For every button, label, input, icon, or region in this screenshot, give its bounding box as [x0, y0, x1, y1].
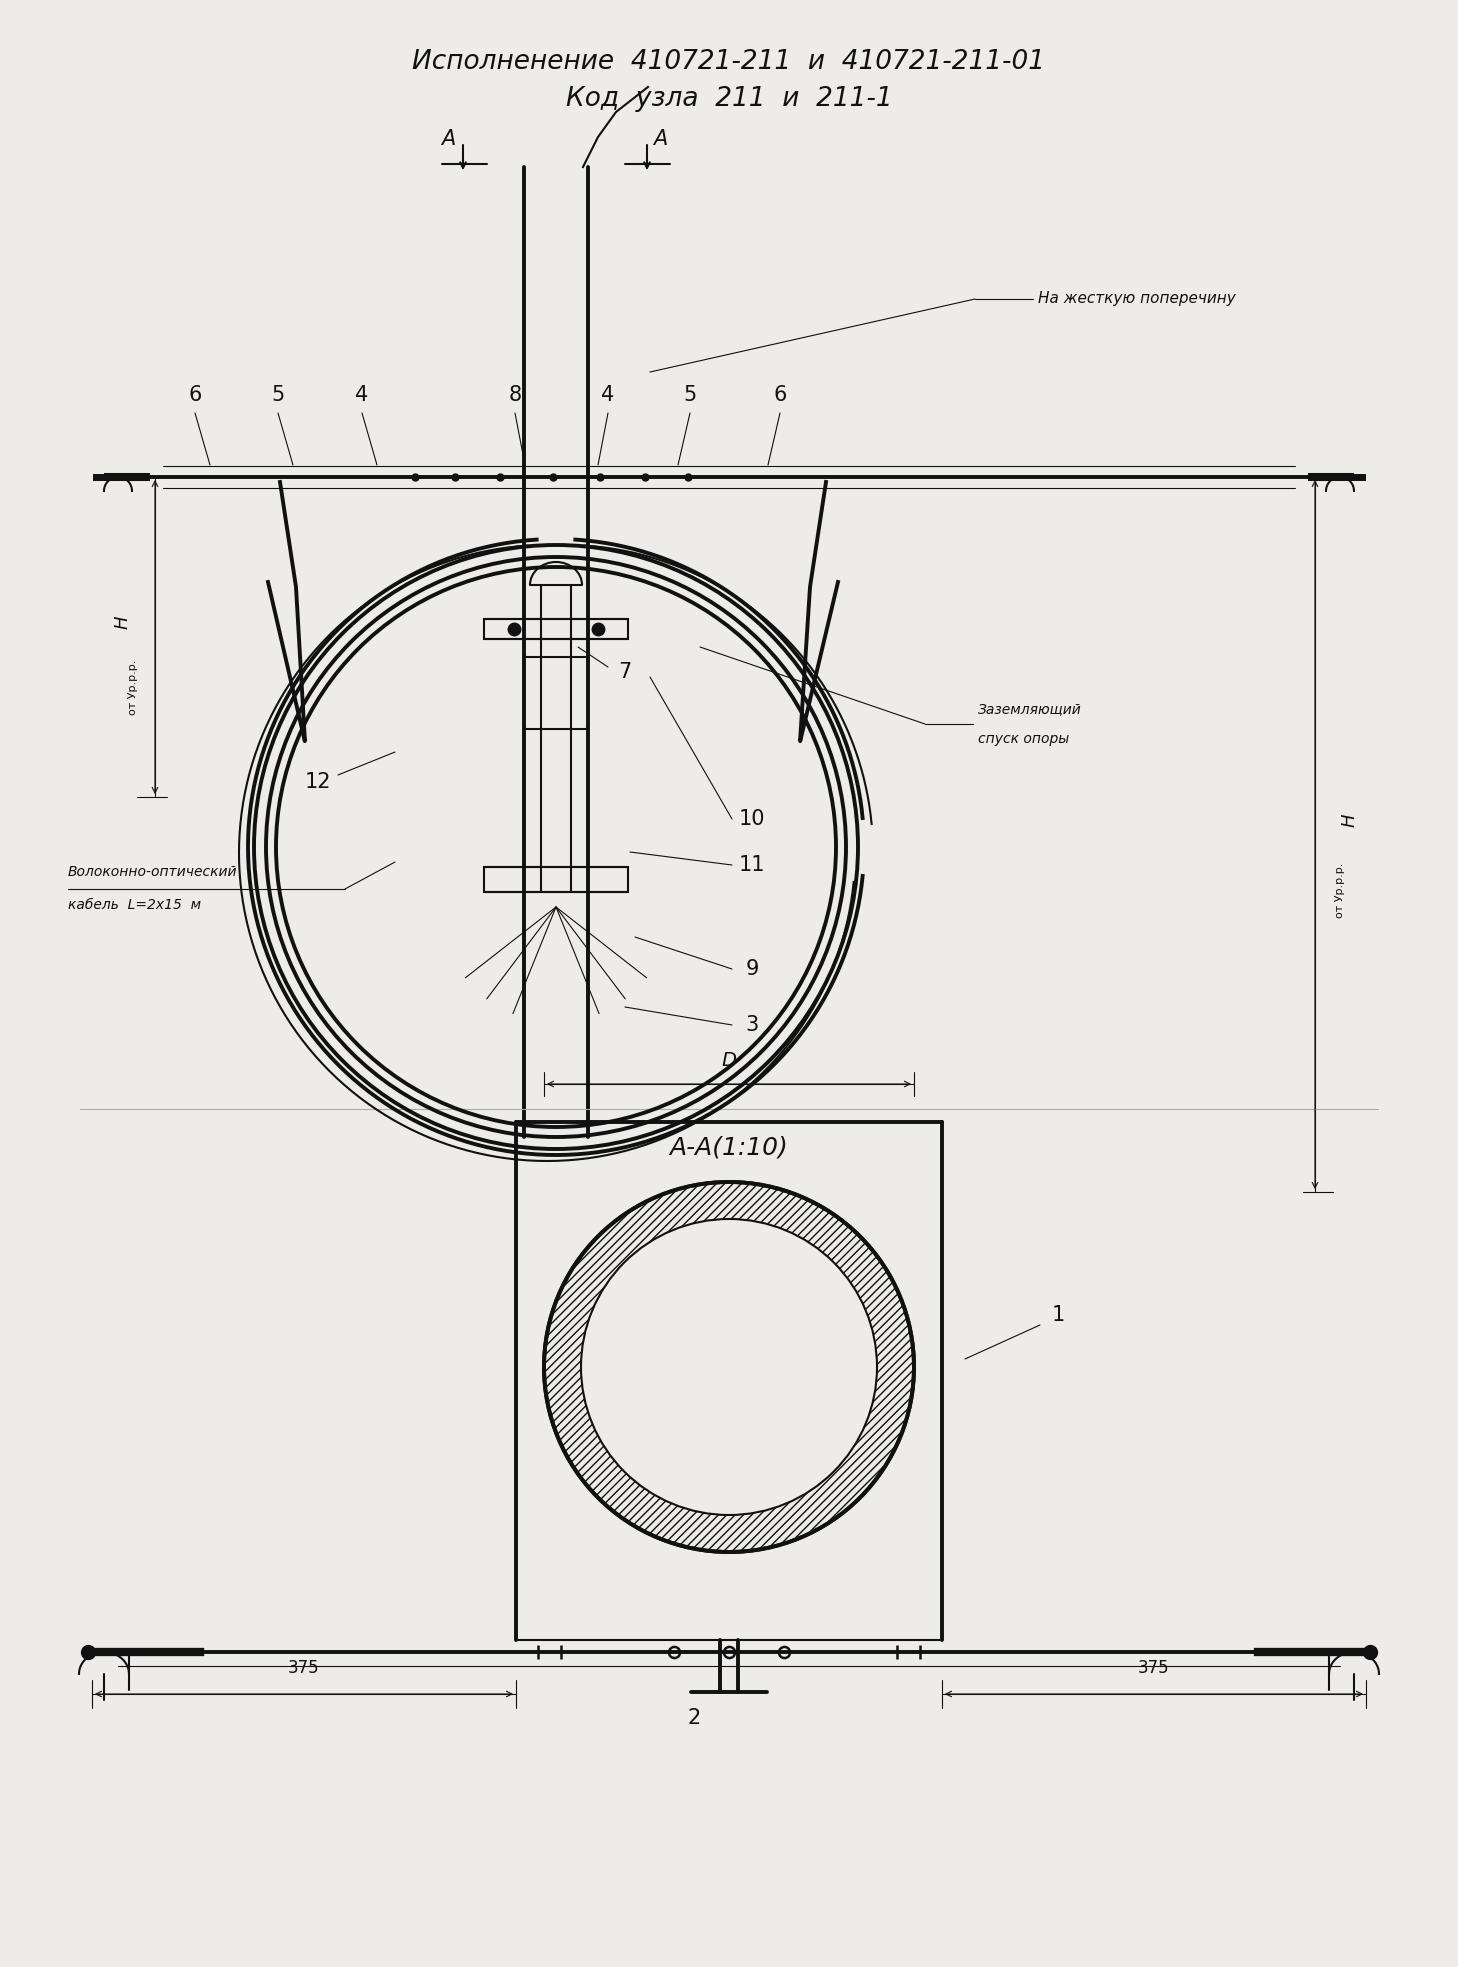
Text: 8: 8 [509, 386, 522, 405]
Text: 4: 4 [356, 386, 369, 405]
Text: H: H [114, 616, 133, 629]
Text: 9: 9 [745, 960, 758, 980]
Text: А: А [440, 130, 455, 149]
Text: Заземляющий: Заземляющий [978, 702, 1082, 716]
Text: от Ур.р.р.: от Ур.р.р. [128, 659, 139, 714]
Text: спуск опоры: спуск опоры [978, 732, 1069, 745]
Text: 375: 375 [1139, 1658, 1169, 1678]
Text: D: D [722, 1050, 736, 1070]
Text: А-А(1:10): А-А(1:10) [669, 1135, 789, 1159]
Text: 2: 2 [687, 1707, 701, 1727]
Text: 4: 4 [601, 386, 615, 405]
Text: А: А [653, 130, 668, 149]
Text: 375: 375 [289, 1658, 319, 1678]
Text: 5: 5 [271, 386, 284, 405]
Text: Волоконно-оптический: Волоконно-оптический [69, 865, 238, 879]
Text: H: H [1341, 812, 1359, 826]
Text: Код  узла  211  и  211-1: Код узла 211 и 211-1 [566, 87, 892, 112]
Text: 11: 11 [739, 856, 765, 875]
Text: 7: 7 [618, 663, 631, 683]
Text: 5: 5 [684, 386, 697, 405]
Circle shape [580, 1220, 878, 1515]
Text: 1: 1 [1051, 1304, 1064, 1326]
Text: 12: 12 [305, 771, 331, 793]
Text: 6: 6 [773, 386, 787, 405]
Text: кабель  L=2х15  м: кабель L=2х15 м [69, 899, 201, 913]
Text: 3: 3 [745, 1015, 758, 1035]
Text: от Ур.р.р.: от Ур.р.р. [1336, 862, 1344, 919]
Text: 6: 6 [188, 386, 201, 405]
Text: Исполненение  410721-211  и  410721-211-01: Исполненение 410721-211 и 410721-211-01 [413, 49, 1045, 75]
Text: На жесткую поперечину: На жесткую поперечину [1038, 291, 1236, 307]
Text: 10: 10 [739, 808, 765, 828]
